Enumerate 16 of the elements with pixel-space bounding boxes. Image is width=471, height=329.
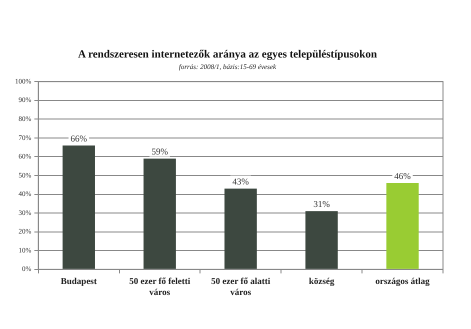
- x-tick-label: község: [308, 276, 335, 286]
- bar: [386, 183, 419, 269]
- data-label: 43%: [232, 176, 250, 187]
- x-tick-label: Budapest: [60, 276, 97, 286]
- data-label: 59%: [151, 146, 168, 156]
- x-tick-label: 50 ezer fő feletti város: [129, 276, 191, 297]
- data-label: 46%: [394, 170, 412, 181]
- data-label: 31%: [313, 199, 330, 210]
- bar: [62, 145, 95, 269]
- bar: [144, 158, 176, 269]
- chart-title: A rendszeresen internetezők aránya az egyes településtípusokon: [78, 48, 378, 60]
- bar: [305, 211, 338, 269]
- x-tick-label: 50 ezer fő alatti város: [211, 276, 271, 297]
- data-label: 66%: [70, 133, 88, 144]
- x-tick-label: országos átlag: [375, 276, 430, 286]
- bar: [224, 188, 257, 269]
